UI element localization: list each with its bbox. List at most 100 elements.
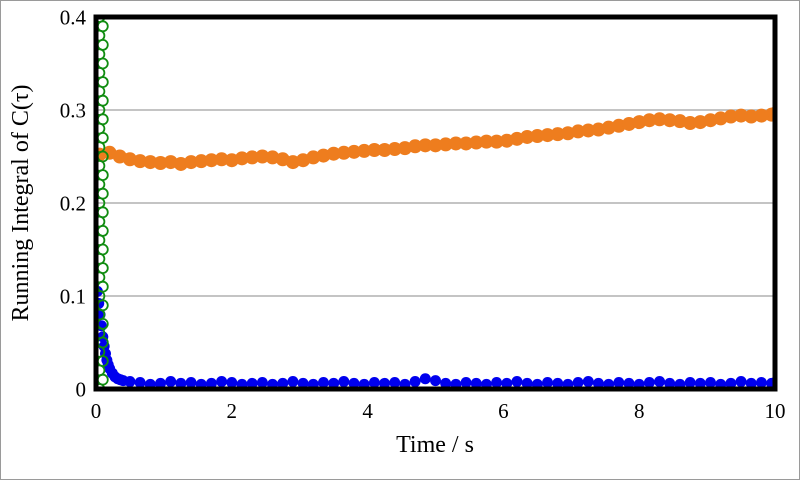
orange-filled-circles-marker [234,151,249,166]
orange-filled-circles-marker [581,123,596,138]
x-tick-label: 0 [91,399,102,423]
series-orange-filled-circles [95,106,776,171]
blue-filled-circles-marker [287,376,299,388]
orange-filled-circles-marker [448,136,463,151]
orange-filled-circles-marker [428,138,443,153]
blue-filled-circles-marker [338,376,350,388]
orange-filled-circles-marker [723,109,738,124]
orange-filled-circles-marker [194,154,209,169]
blue-filled-circles-marker [368,376,380,388]
blue-filled-circles-marker [623,377,635,389]
orange-filled-circles-marker [326,146,341,161]
blue-filled-circles-marker [155,377,167,389]
orange-filled-circles-marker [459,136,474,151]
blue-filled-circles-marker [735,376,747,388]
orange-filled-circles-marker [133,154,148,169]
orange-filled-circles-marker [367,142,382,157]
blue-filled-circles-marker [664,377,676,389]
grid-layer [96,109,775,297]
orange-filled-circles-marker [683,116,698,131]
blue-filled-circles-marker [470,377,482,389]
x-tick-label: 10 [765,399,786,423]
blue-filled-circles-marker [348,377,360,389]
orange-filled-circles-marker [418,138,433,153]
x-tick-label: 4 [362,399,373,423]
blue-filled-circles-marker [175,377,187,389]
blue-filled-circles-marker [277,377,289,389]
blue-filled-circles-marker [491,376,503,388]
orange-filled-circles-marker [642,113,657,128]
series-blue-filled-circles [95,285,776,390]
orange-filled-circles-marker [571,124,586,139]
y-tick-label: 0 [76,378,87,402]
tick-labels-layer: 0 2 4 6 8 10 0 0.1 0.2 0.3 0.4 [60,6,786,424]
orange-filled-circles-marker [550,127,565,142]
blue-filled-circles-marker [216,376,228,388]
blue-filled-circles-marker [256,376,268,388]
blue-filled-circles-marker [511,376,523,388]
x-tick-label: 8 [634,399,645,423]
blue-filled-circles-marker [592,377,604,389]
blue-filled-circles-marker [552,377,564,389]
orange-filled-circles-marker [377,142,392,157]
blue-filled-circles-marker [389,376,401,388]
blue-filled-circles-marker [379,377,391,389]
y-tick-label: 0.3 [60,99,86,123]
blue-filled-circles-marker [725,377,737,389]
blue-filled-circles-marker [643,376,655,388]
blue-filled-circles-marker [694,377,706,389]
blue-filled-circles-marker [185,376,197,388]
blue-filled-circles-marker [542,376,554,388]
blue-filled-circles-marker [755,376,767,388]
y-axis-title: Running Integral of C(τ) [8,85,34,322]
orange-filled-circles-marker [143,155,158,170]
orange-filled-circles-marker [479,134,494,149]
blue-filled-circles-marker [226,376,238,388]
blue-filled-circles-marker [684,376,696,388]
blue-filled-circles-marker [501,377,513,389]
orange-filled-circles-marker [255,149,270,164]
blue-filled-circles-marker [317,376,329,388]
blue-filled-circles-marker [430,375,441,387]
plot-frame [93,14,778,392]
orange-filled-circles-marker [469,135,484,150]
blue-filled-circles-marker [704,376,716,388]
orange-filled-circles-marker [408,139,423,154]
orange-filled-circles-marker [184,155,199,170]
x-tick-label: 2 [227,399,238,423]
blue-filled-circles-marker [440,377,452,389]
y-tick-label: 0.2 [60,192,86,216]
blue-filled-circles-marker [521,377,533,389]
blue-filled-circles-marker [165,376,177,388]
blue-filled-circles-marker [745,377,757,389]
orange-filled-circles-marker [652,112,667,127]
orange-filled-circles-marker [744,109,759,124]
orange-filled-circles-marker [347,144,362,159]
orange-filled-circles-marker [438,137,453,152]
blue-filled-circles-marker [409,376,421,388]
blue-filled-circles-marker [582,376,594,388]
blue-filled-circles-marker [124,376,136,388]
blue-filled-circles-marker [205,377,217,389]
orange-filled-circles-marker [540,128,555,143]
blue-filled-circles-marker [328,377,340,389]
frame-layer [93,14,778,392]
orange-filled-circles-marker [214,152,229,167]
y-tick-label: 0.1 [60,285,86,309]
orange-filled-circles-marker [387,142,402,157]
x-tick-label: 6 [498,399,509,423]
orange-filled-circles-marker [530,129,545,144]
x-axis-title: Time / s [396,432,474,458]
orange-filled-circles-marker [754,108,769,123]
blue-filled-circles-marker [134,376,146,388]
orange-filled-circles-marker [734,108,749,123]
blue-filled-circles-marker [419,373,431,385]
blue-filled-circles-marker [613,376,625,388]
orange-filled-circles-marker [357,143,372,158]
y-tick-label: 0.4 [60,6,87,30]
orange-filled-circles-marker [489,134,504,149]
blue-filled-circles-marker [654,376,666,388]
blue-filled-circles-marker [572,376,584,388]
